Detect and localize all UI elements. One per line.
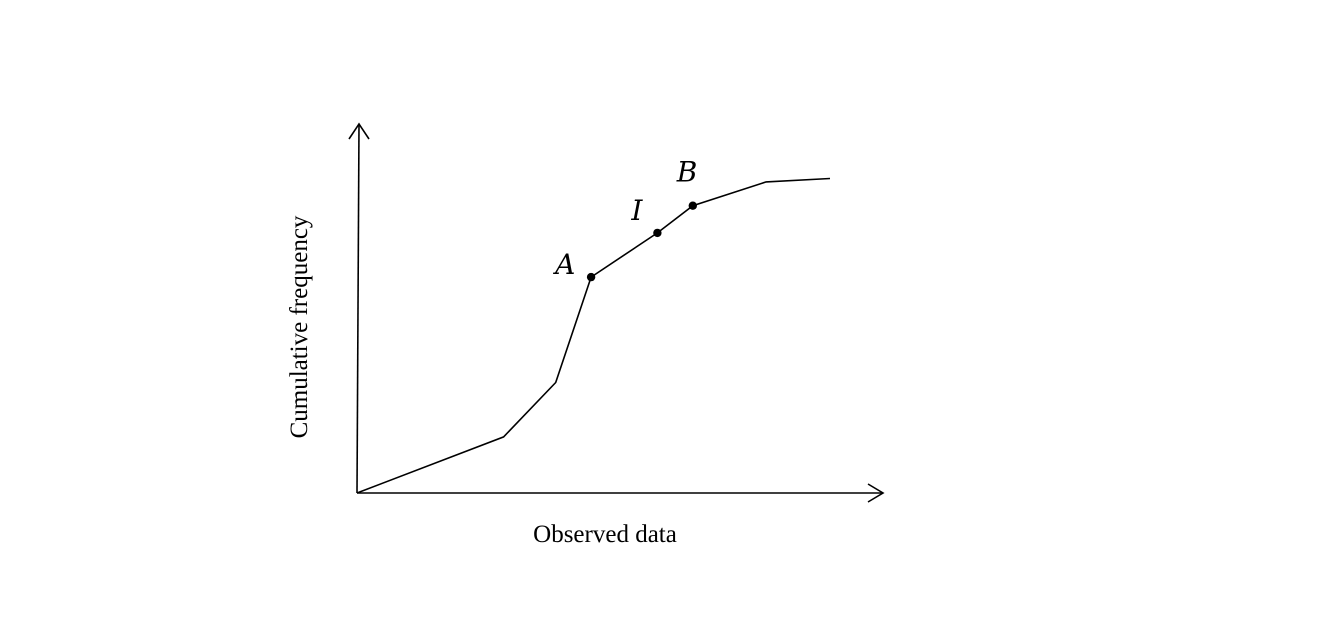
series-line-1 bbox=[356, 177, 831, 494]
point-label-a: A bbox=[552, 248, 575, 281]
y-axis-arrowhead bbox=[348, 122, 370, 140]
x-axis-label: Observed data bbox=[533, 521, 677, 548]
x-axis-arrowhead bbox=[867, 483, 885, 503]
annotation-layer: A IB bbox=[552, 156, 697, 282]
y-axis bbox=[356, 123, 360, 494]
y-axis-label: Cumulative frequency bbox=[286, 215, 313, 438]
series-layer bbox=[356, 177, 831, 494]
axes bbox=[348, 122, 885, 503]
point-marker-b bbox=[688, 201, 697, 210]
point-marker-a bbox=[586, 272, 596, 282]
point-marker-i bbox=[653, 228, 662, 238]
point-label-b: B bbox=[676, 156, 698, 189]
point-label-i: I bbox=[630, 194, 643, 227]
